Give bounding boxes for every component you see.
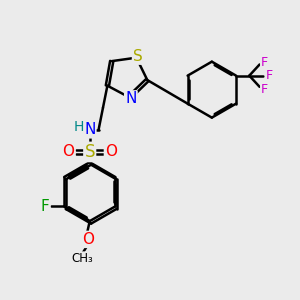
Text: O: O (62, 144, 74, 159)
Text: O: O (82, 232, 94, 247)
Text: N: N (84, 122, 95, 137)
Text: CH₃: CH₃ (71, 252, 93, 265)
Text: N: N (125, 92, 136, 106)
Text: S: S (133, 49, 143, 64)
Text: F: F (261, 56, 268, 69)
Text: F: F (266, 69, 273, 82)
Text: S: S (85, 143, 95, 161)
Text: O: O (105, 144, 117, 159)
Text: H: H (73, 120, 84, 134)
Text: F: F (41, 199, 50, 214)
Text: F: F (261, 83, 268, 96)
